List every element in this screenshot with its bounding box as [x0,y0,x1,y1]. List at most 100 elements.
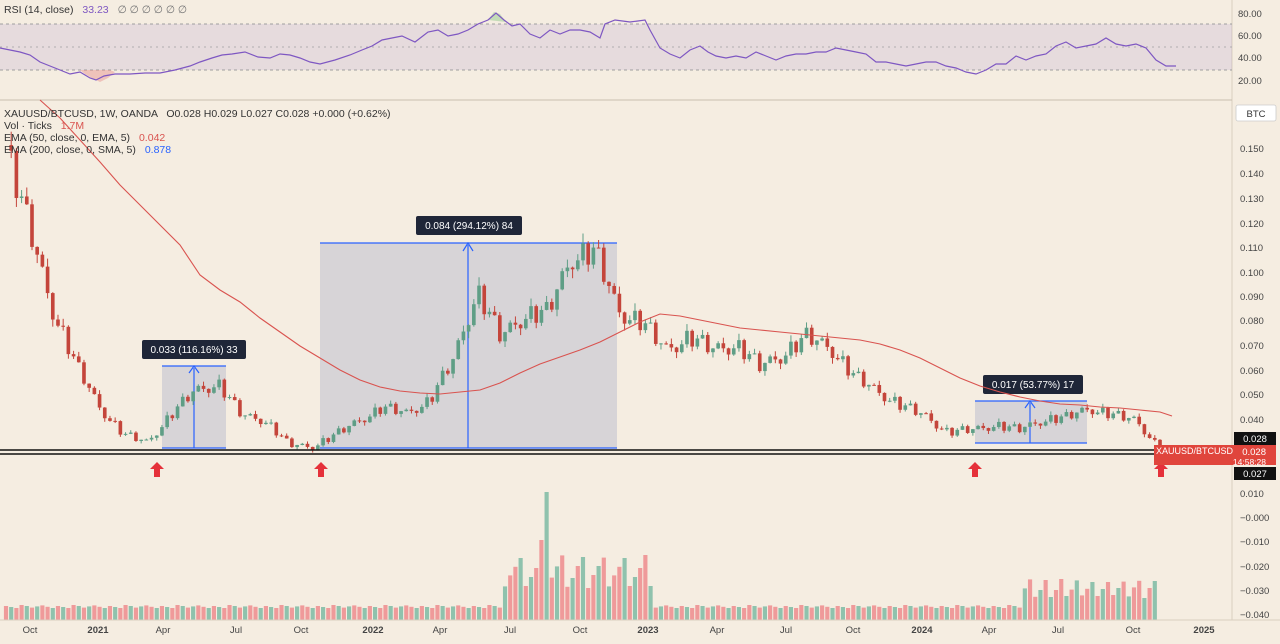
candle-down [170,415,175,419]
candle-down [794,341,798,353]
candle-up [524,318,528,329]
candle-down [1038,423,1043,426]
unit-badge[interactable] [1235,104,1277,122]
volume-bar [908,606,913,620]
candle-up [180,396,185,407]
volume-bar [596,566,601,620]
volume-bar [513,566,518,620]
volume-bar [482,608,487,620]
candle-down [981,425,986,429]
candle-up [1064,412,1069,417]
rsi-overbought-fill [488,12,506,22]
volume-bar [705,607,710,620]
volume-bar [565,586,570,620]
candle-up [316,445,320,451]
volume-bar [29,607,35,620]
volume-bar [347,606,352,620]
candle-down [835,357,840,360]
volume-bar [825,606,830,620]
volume-bar [1001,608,1007,620]
volume-bar [523,586,528,620]
volume-bar [40,605,45,620]
candle-up [196,385,201,392]
candle-up [752,353,757,355]
volume-bar [76,606,81,620]
candle-down [66,326,71,355]
candle-up [997,421,1001,428]
candle-down [601,247,606,282]
candle-down [653,322,658,344]
volume-bar [726,608,731,620]
candle-up [887,400,892,402]
volume-bar [861,607,866,620]
volume-bar [1038,590,1043,620]
candle-up [1043,421,1048,426]
volume-bar [133,607,139,620]
volume-bar [1059,579,1064,620]
candle-down [206,388,211,393]
volume-bar [300,605,305,620]
candle-down [92,387,97,395]
candle-down [82,362,86,384]
candle-up [648,322,653,324]
candle-up [420,406,424,413]
volume-bar [1074,580,1079,620]
volume-bar [986,608,991,620]
plot-background [0,0,1232,639]
candle-up [1080,407,1084,413]
candle-down [872,384,876,386]
candle-down [882,392,887,402]
measure-box-3[interactable]: 0.017 (53.77%) 17 [975,375,1087,444]
volume-bar [840,607,845,620]
candle-down [934,420,939,429]
volume-layer [3,492,1157,620]
candle-up [565,267,570,272]
candle-up [487,311,492,315]
candle-up [1075,412,1079,419]
volume-bar [981,606,986,620]
volume-bar [45,606,50,620]
candle-down [1069,412,1074,419]
candle-up [331,434,336,442]
candle-up [368,416,372,423]
candle-up [643,323,648,331]
candle-down [97,394,102,408]
support-price-badge [1234,467,1276,480]
volume-bar [544,492,549,620]
volume-bar [856,606,861,620]
volume-bar [139,606,144,620]
candle-up [960,426,965,430]
candle-down [40,254,45,267]
volume-bar [965,607,970,620]
candle-down [549,301,554,310]
volume-bar [211,606,217,620]
candle-down [721,343,726,349]
candle-up [352,420,357,426]
rsi-level-label: 40.00 [1238,53,1262,64]
volume-bar [1105,582,1111,620]
volume-bar [939,606,944,620]
volume-bar [502,586,508,620]
candle-down [310,446,315,451]
ema-label: EMA (50, close, 0, EMA, 5) [4,132,130,144]
measure-box-1[interactable]: 0.033 (116.16%) 33 [142,340,246,449]
measure-label-bg [416,216,522,235]
rsi-pane [0,12,1232,82]
candle-down [929,413,934,421]
volume-bar [352,605,357,620]
volume-bar [274,608,279,620]
volume-bar [248,605,253,620]
volume-bar [383,605,388,620]
volume-bar [341,607,346,620]
candle-down [45,266,50,294]
volume-bar [393,607,398,620]
candle-up [591,247,596,265]
lower-tick: −0.000 [1240,513,1269,524]
ema200-label: EMA (200, close, 0, SMA, 5) [4,144,136,156]
measure-box-2[interactable]: 0.084 (294.12%) 84 [320,216,617,449]
candle-up [851,373,856,376]
candle-down [394,403,398,414]
candle-down [87,383,91,388]
volume-bar [295,606,300,620]
volume-bar [892,607,897,620]
